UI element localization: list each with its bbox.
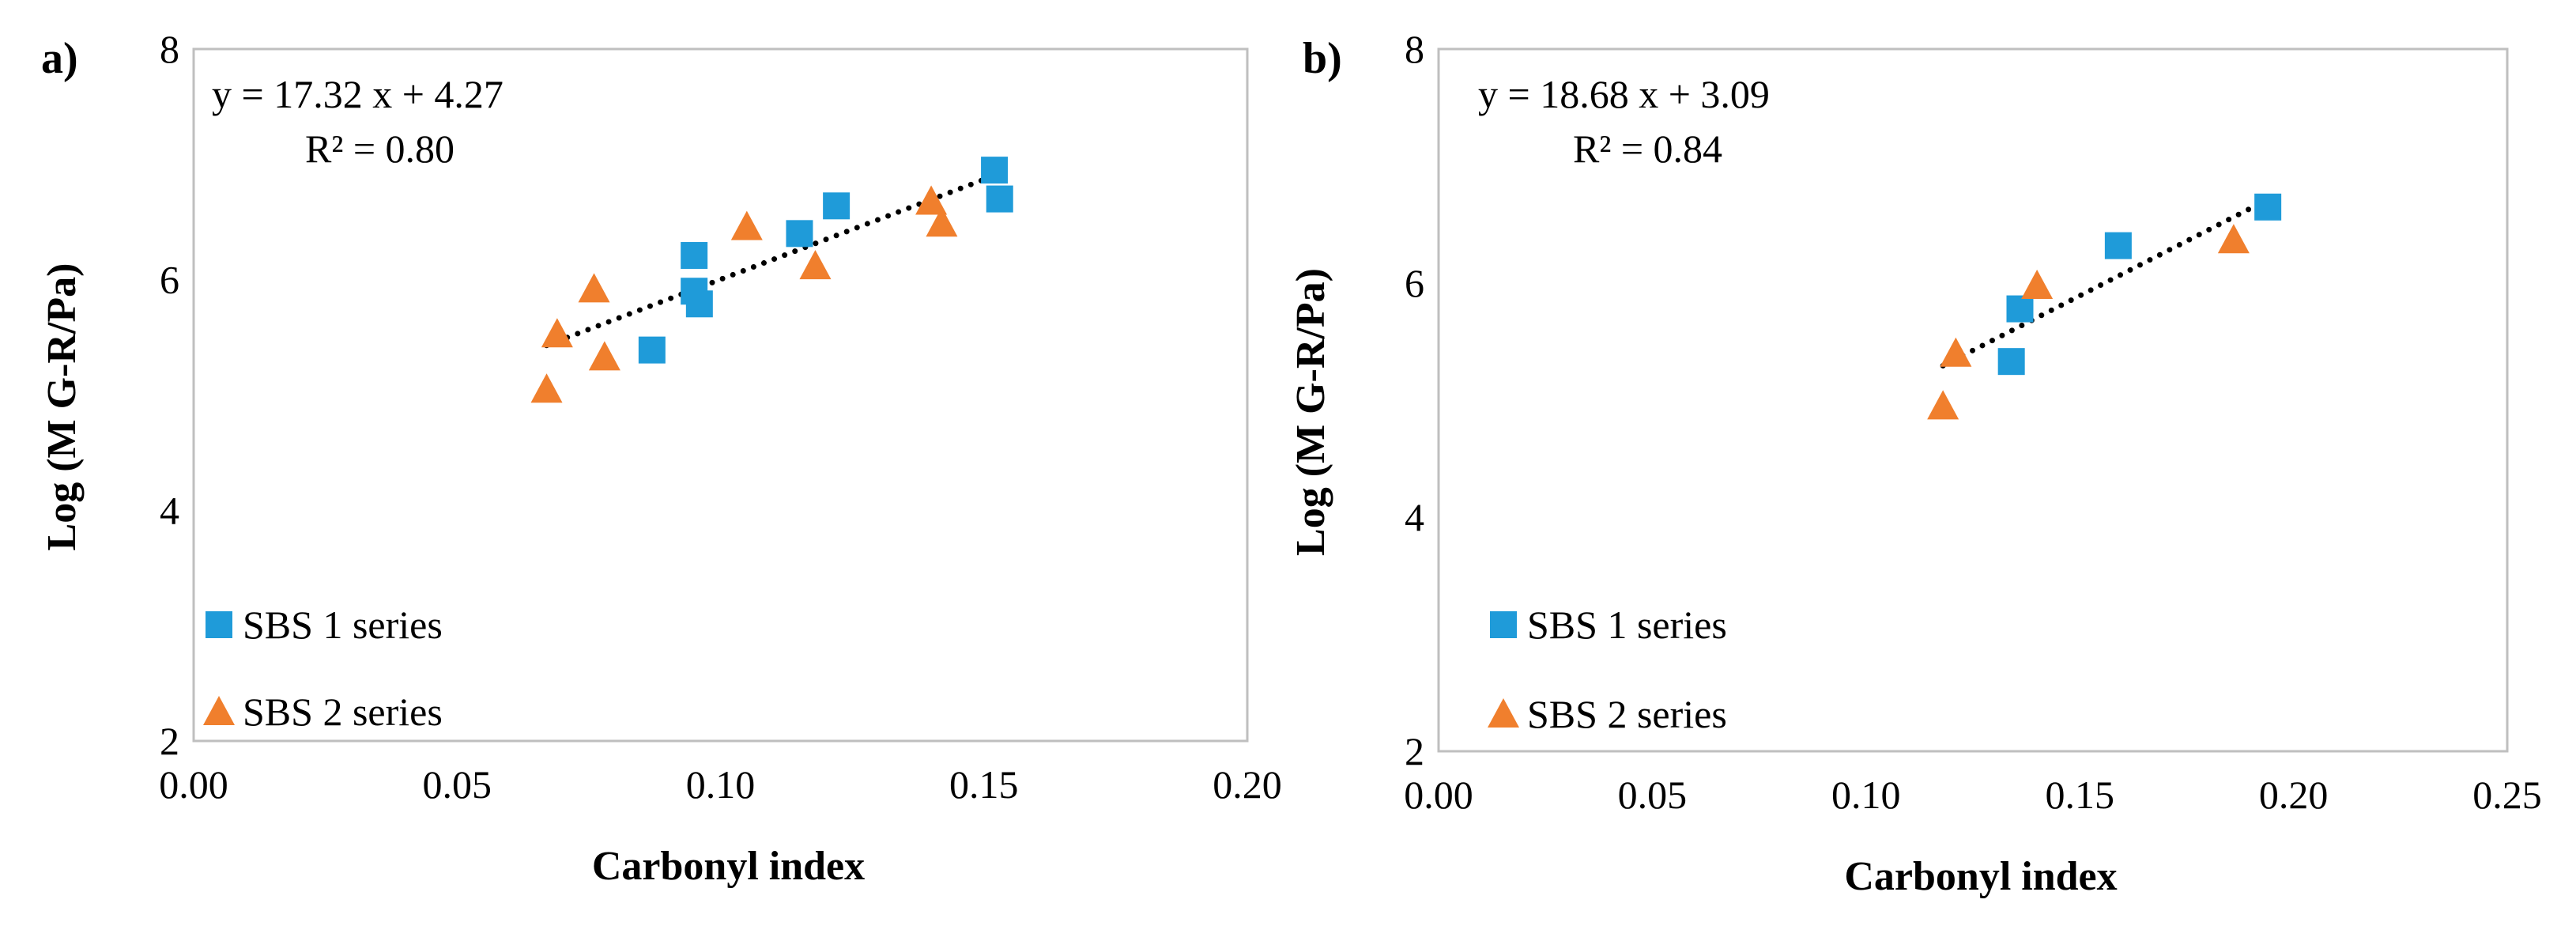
sbs2-point	[926, 207, 958, 237]
sbs2-point	[530, 373, 563, 403]
x-tick-label: 0.00	[159, 762, 228, 807]
x-tick-label: 0.05	[423, 762, 492, 807]
y-tick-label: 4	[1405, 495, 1424, 539]
y-tick-label: 6	[160, 258, 179, 302]
sbs2-point	[541, 318, 573, 348]
r-squared: R² = 0.80	[305, 127, 454, 171]
trendline-equation: y = 17.32 x + 4.27	[212, 72, 504, 116]
sbs2-point	[578, 273, 610, 303]
x-tick-label: 0.15	[2045, 773, 2114, 817]
sbs2-point	[1927, 390, 1959, 420]
sbs1-point	[981, 157, 1009, 184]
legend-label: SBS 1 series	[243, 603, 443, 647]
x-tick-label: 0.10	[686, 762, 756, 807]
sbs1-point	[823, 192, 850, 220]
sbs2-point	[730, 210, 763, 240]
y-tick-label: 8	[1405, 27, 1424, 71]
legend-marker	[206, 611, 232, 638]
legend-marker	[203, 696, 235, 725]
y-tick-label: 4	[160, 488, 179, 532]
plot-area	[1437, 47, 2509, 753]
y-axis-title: Log (M G-R/Pa)	[40, 263, 85, 551]
legend-label: SBS 1 series	[1527, 603, 1727, 647]
sbs2-point	[799, 250, 832, 280]
plot-area	[192, 47, 1249, 743]
panel-label: b)	[1303, 34, 1342, 83]
panel-label: a)	[41, 34, 78, 83]
sbs2-point	[915, 185, 948, 215]
sbs2-point	[588, 341, 620, 371]
sbs1-point	[786, 220, 813, 248]
x-tick-label: 0.25	[2472, 773, 2542, 817]
sbs1-point	[2006, 295, 2034, 323]
x-tick-label: 0.10	[1831, 773, 1901, 817]
y-tick-label: 2	[160, 719, 179, 763]
x-axis-title: Carbonyl index	[1844, 854, 2117, 899]
sbs1-point	[986, 185, 1013, 213]
sbs2-point	[2217, 224, 2250, 254]
r-squared: R² = 0.84	[1573, 127, 1722, 171]
sbs1-point	[2104, 232, 2132, 259]
x-axis-title: Carbonyl index	[592, 844, 865, 889]
x-tick-label: 0.15	[949, 762, 1019, 807]
y-tick-label: 6	[1405, 261, 1424, 305]
y-tick-label: 8	[160, 27, 179, 71]
trendline-equation: y = 18.68 x + 3.09	[1478, 72, 1770, 116]
sbs1-point	[1997, 348, 2025, 376]
y-axis-title: Log (M G-R/Pa)	[1288, 268, 1333, 556]
legend-marker	[1490, 611, 1517, 638]
chart-panel-b: b) 2 4 6 8 0.00 0.05 0.10 0.15 0.20 0.25 Carbonyl i…	[1288, 27, 2542, 899]
sbs1-point	[2254, 193, 2282, 221]
sbs2-point	[1940, 337, 1972, 367]
sbs1-point	[638, 336, 666, 364]
sbs1-point	[685, 290, 713, 318]
chart-panel-a: a) 2 4 6 8 0.00 0.05 0.10 0.15 0.20 Carbonyl index…	[40, 27, 1282, 889]
x-tick-label: 0.20	[2259, 773, 2329, 817]
sbs1-point	[681, 242, 708, 270]
legend-label: SBS 2 series	[1527, 692, 1727, 736]
x-tick-label: 0.05	[1618, 773, 1688, 817]
x-tick-label: 0.00	[1404, 773, 1473, 817]
y-tick-label: 2	[1405, 729, 1424, 773]
x-tick-label: 0.20	[1213, 762, 1282, 807]
legend-marker	[1488, 698, 1519, 728]
legend-label: SBS 2 series	[243, 690, 443, 734]
trendline	[544, 171, 1003, 349]
sbs2-point	[2021, 269, 2054, 299]
